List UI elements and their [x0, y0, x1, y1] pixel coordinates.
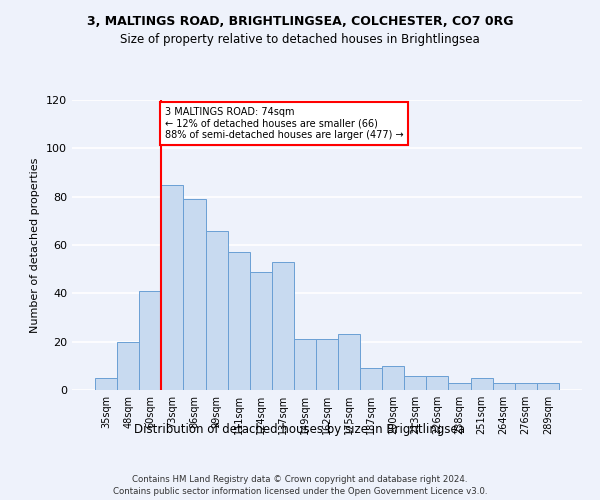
Bar: [537, 383, 559, 390]
Bar: [316, 339, 338, 390]
Bar: [404, 376, 427, 390]
Bar: [227, 252, 250, 390]
Bar: [161, 184, 184, 390]
Bar: [117, 342, 139, 390]
Bar: [427, 376, 448, 390]
Text: Distribution of detached houses by size in Brightlingsea: Distribution of detached houses by size …: [134, 422, 466, 436]
Bar: [515, 383, 537, 390]
Bar: [360, 368, 382, 390]
Text: Contains HM Land Registry data © Crown copyright and database right 2024.: Contains HM Land Registry data © Crown c…: [132, 475, 468, 484]
Bar: [250, 272, 272, 390]
Bar: [493, 383, 515, 390]
Bar: [139, 291, 161, 390]
Text: Contains public sector information licensed under the Open Government Licence v3: Contains public sector information licen…: [113, 488, 487, 496]
Bar: [470, 378, 493, 390]
Y-axis label: Number of detached properties: Number of detached properties: [31, 158, 40, 332]
Bar: [184, 199, 206, 390]
Bar: [95, 378, 117, 390]
Text: 3 MALTINGS ROAD: 74sqm
← 12% of detached houses are smaller (66)
88% of semi-det: 3 MALTINGS ROAD: 74sqm ← 12% of detached…: [165, 108, 403, 140]
Bar: [338, 334, 360, 390]
Bar: [294, 339, 316, 390]
Bar: [448, 383, 470, 390]
Bar: [272, 262, 294, 390]
Bar: [206, 230, 227, 390]
Bar: [382, 366, 404, 390]
Text: 3, MALTINGS ROAD, BRIGHTLINGSEA, COLCHESTER, CO7 0RG: 3, MALTINGS ROAD, BRIGHTLINGSEA, COLCHES…: [87, 15, 513, 28]
Text: Size of property relative to detached houses in Brightlingsea: Size of property relative to detached ho…: [120, 32, 480, 46]
